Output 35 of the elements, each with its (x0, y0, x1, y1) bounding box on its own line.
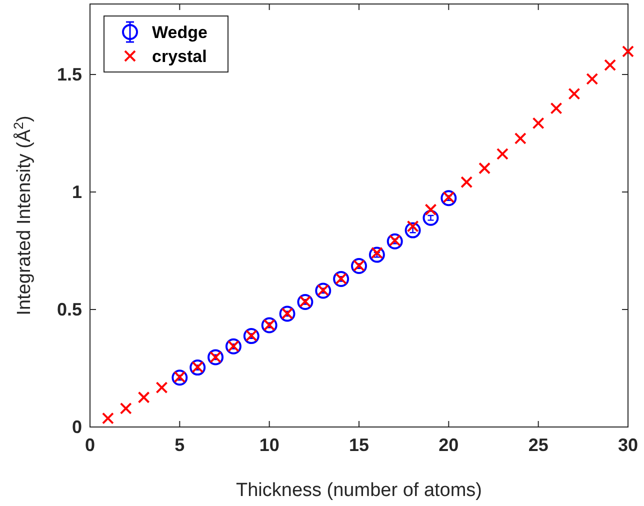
point (120, 402, 132, 414)
legend-label: Wedge (152, 23, 208, 42)
point (172, 370, 188, 386)
x-tick-label: 25 (528, 435, 548, 455)
point (368, 246, 385, 263)
y-tick-label: 0 (72, 417, 82, 437)
x-tick-label: 0 (84, 435, 96, 455)
x-tick-label: 5 (174, 435, 185, 455)
point (404, 222, 421, 238)
point (440, 190, 457, 206)
y-tick-label: 1 (72, 182, 82, 202)
x-tick-label: 10 (259, 435, 280, 455)
point (496, 148, 508, 160)
point (550, 102, 562, 114)
y-tick-label: 1.5 (56, 64, 82, 84)
point (386, 233, 403, 250)
point (586, 72, 598, 85)
point (422, 210, 439, 226)
point (460, 176, 473, 188)
point (156, 382, 168, 394)
y-tick-label: 0.5 (56, 300, 82, 320)
x-tick-label: 30 (618, 435, 638, 455)
x-tick-label: 20 (438, 435, 459, 455)
point (532, 117, 544, 130)
point (138, 391, 150, 404)
legend-label: crystal (152, 47, 207, 66)
point (514, 132, 526, 144)
point (478, 162, 491, 174)
point (102, 412, 114, 424)
point (622, 45, 634, 58)
x-axis-title: Thickness (number of atoms) (236, 480, 482, 501)
point (568, 88, 580, 100)
point (424, 204, 437, 216)
point (604, 59, 616, 72)
x-tick-label: 15 (348, 435, 370, 455)
